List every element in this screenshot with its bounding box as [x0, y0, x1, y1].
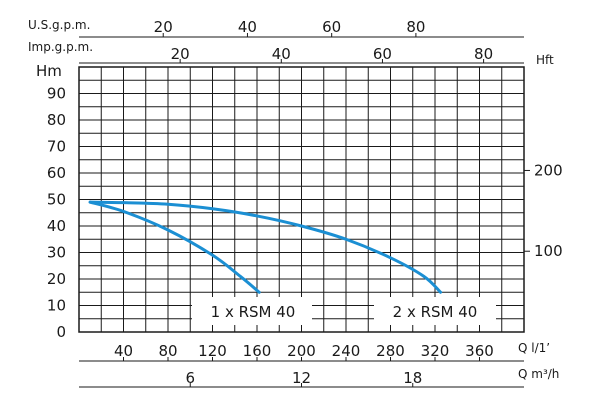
y-right-tick-label: 200 [534, 161, 563, 179]
y-left-tick-label: 90 [47, 85, 66, 103]
axis-tick-label: 20 [171, 45, 190, 63]
series-line-2 [88, 200, 443, 294]
series-layer [88, 200, 443, 294]
axis-tick-label: 80 [474, 45, 493, 63]
y-right-tick-label: 100 [534, 242, 563, 260]
axis-tick-label: 18 [403, 369, 422, 387]
impgpm-axis-label: Imp.g.p.m. [28, 40, 93, 54]
y-left-tick-label: 20 [47, 270, 66, 288]
axis-tick-label: 80 [406, 18, 425, 36]
m3h-ticks: 6 12 18 [185, 369, 422, 387]
axis-tick-label: 120 [198, 342, 227, 360]
y-left-ticks: 0 10 20 30 40 50 60 70 80 90 [47, 85, 66, 342]
usgpm-ticks: 20 40 60 80 [154, 18, 425, 37]
axis-tick-label: 40 [272, 45, 291, 63]
axis-tick-label: 320 [421, 342, 450, 360]
series-label-2: 2 x RSM 40 [393, 303, 478, 321]
y-right-ticks: 100 200 [524, 161, 563, 260]
lmin-axis-label: Q l/1’ [518, 341, 550, 355]
y-left-tick-label: 60 [47, 164, 66, 182]
series-label-1: 1 x RSM 40 [211, 303, 296, 321]
axis-tick-label: 12 [292, 369, 311, 387]
axis-tick-label: 80 [158, 342, 177, 360]
axis-tick-label: 160 [243, 342, 272, 360]
y-right-axis-label: Hft [536, 53, 554, 67]
series-label-backing-1 [192, 297, 312, 325]
grid [79, 67, 524, 332]
y-left-tick-label: 80 [47, 111, 66, 129]
axis-tick-label: 60 [322, 18, 341, 36]
axis-tick-label: 240 [332, 342, 361, 360]
y-left-tick-label: 50 [47, 191, 66, 209]
axis-tick-label: 60 [373, 45, 392, 63]
y-left-axis-label: Hm [36, 62, 62, 80]
axis-tick-label: 40 [114, 342, 133, 360]
series-line-1 [88, 200, 261, 294]
axis-tick-label: 360 [465, 342, 494, 360]
y-left-tick-label: 30 [47, 244, 66, 262]
plot-frame [78, 66, 525, 333]
axis-tick-label: 6 [185, 369, 195, 387]
axis-tick-label: 200 [287, 342, 316, 360]
y-left-tick-label: 0 [56, 323, 66, 341]
impgpm-ticks: 20 40 60 80 [171, 45, 493, 63]
series-label-backing-2 [374, 297, 496, 325]
y-left-tick-label: 70 [47, 138, 66, 156]
axis-tick-label: 40 [238, 18, 257, 36]
y-left-tick-label: 10 [47, 297, 66, 315]
y-left-tick-label: 40 [47, 217, 66, 235]
m3h-axis-label: Q m³/h [518, 367, 559, 381]
axis-tick-label: 20 [154, 18, 173, 36]
usgpm-axis-label: U.S.g.p.m. [28, 18, 90, 32]
lmin-ticks: 40 80 120 160 200 240 280 320 360 [114, 342, 494, 361]
axis-tick-label: 280 [376, 342, 405, 360]
